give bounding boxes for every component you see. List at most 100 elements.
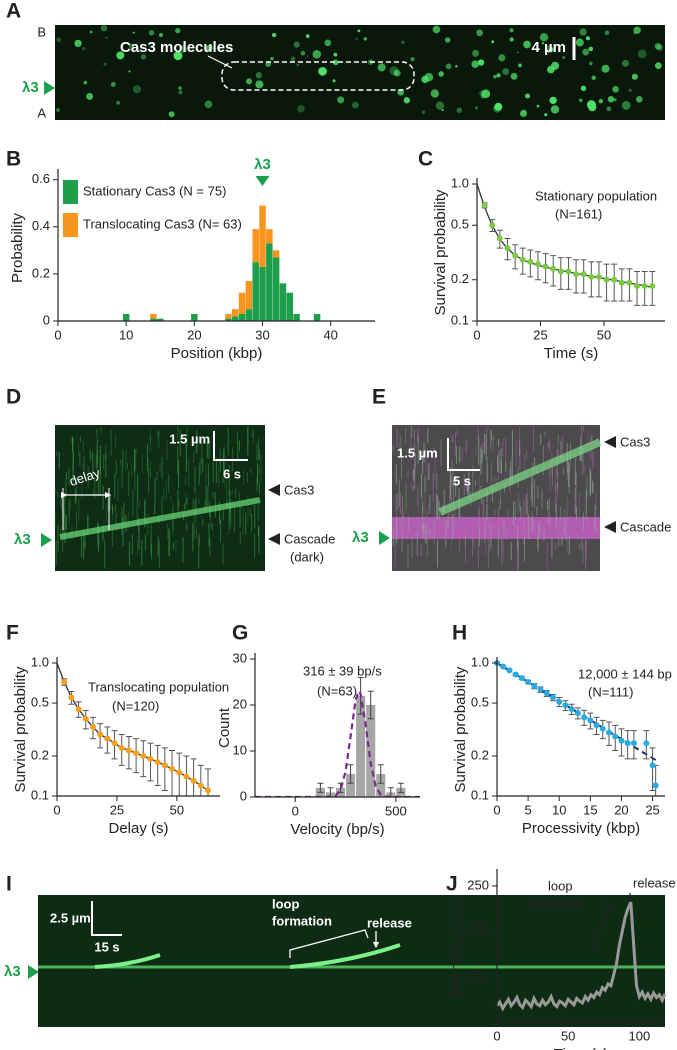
- error-bar: [377, 764, 384, 784]
- cascade-note: (dark): [290, 549, 324, 564]
- point: [587, 717, 594, 724]
- scale-bar: [213, 431, 248, 461]
- point: [634, 283, 641, 290]
- point: [89, 724, 96, 731]
- plot-area: [476, 183, 656, 306]
- microscopy-image: [55, 24, 665, 120]
- error-bar: [397, 782, 404, 793]
- point: [97, 731, 104, 738]
- point: [500, 663, 507, 670]
- point: [626, 279, 633, 286]
- point: [68, 694, 75, 701]
- point: [612, 733, 619, 740]
- point: [550, 694, 556, 701]
- point: [624, 740, 631, 747]
- point: [537, 686, 544, 693]
- point: [649, 762, 656, 769]
- point: [588, 273, 595, 280]
- time-bar-label: 6 s: [223, 466, 241, 481]
- error-bar: [649, 747, 656, 791]
- x-tick-label: 25: [110, 802, 124, 817]
- bar: [376, 774, 386, 797]
- point: [562, 702, 569, 709]
- bar: [272, 257, 280, 321]
- y-axis-label: Survival probability: [432, 189, 449, 315]
- annotation: (N=161): [555, 206, 602, 221]
- point: [641, 283, 648, 290]
- annotation: 12,000 ± 144 bp: [578, 666, 672, 681]
- scale-bar-label: 2.5 µm: [50, 910, 91, 925]
- panel-label: A: [6, 0, 21, 23]
- point: [595, 273, 602, 280]
- fit-line: [56, 662, 209, 792]
- lambda-marker: [379, 531, 390, 545]
- error-bar: [190, 758, 197, 796]
- time-bar-label: 15 s: [94, 939, 119, 954]
- bar: [279, 283, 287, 321]
- lambda-marker: [41, 533, 52, 547]
- trace: [495, 901, 667, 1012]
- kymograph: [38, 895, 665, 1027]
- point: [169, 765, 176, 772]
- annotation: (N=120): [112, 698, 159, 713]
- point: [649, 283, 656, 290]
- point: [565, 268, 572, 275]
- panel-label: C: [418, 148, 433, 171]
- x-tick-label: 50: [170, 802, 184, 817]
- bar: [150, 313, 157, 319]
- x-tick-label: 50: [597, 327, 611, 342]
- point: [580, 271, 587, 278]
- x-tick-label: 25: [645, 802, 659, 817]
- annotation: (N=63): [317, 683, 357, 698]
- point: [618, 737, 625, 744]
- point: [643, 740, 650, 747]
- point: [593, 722, 600, 729]
- point: [519, 256, 526, 263]
- point: [75, 706, 82, 713]
- x-tick-label: 50: [561, 1028, 575, 1043]
- kymograph: [54, 425, 265, 571]
- annotation: Translocating population: [88, 679, 229, 694]
- y-tick-label: 0.2: [451, 271, 469, 286]
- point: [512, 671, 519, 678]
- point: [489, 222, 496, 229]
- bar: [259, 266, 266, 321]
- panel-label: F: [6, 622, 19, 645]
- x-tick-label: 10: [552, 802, 566, 817]
- end-label: A: [37, 105, 46, 120]
- bar: [346, 774, 356, 797]
- lambda-marker: [28, 965, 39, 979]
- y-tick-label: 0: [240, 788, 247, 803]
- point: [504, 245, 511, 252]
- x-axis-label: Delay (s): [108, 820, 168, 837]
- bar: [252, 262, 259, 321]
- y-tick-label: 0.4: [32, 218, 50, 233]
- y-tick-label: 0.5: [451, 217, 469, 232]
- y-tick-label: 10: [233, 742, 247, 757]
- y-tick-label: 150: [467, 968, 489, 983]
- bar: [122, 313, 130, 321]
- point: [205, 787, 212, 794]
- x-axis-label: Time (s): [554, 1046, 608, 1050]
- y-tick-label: 0.6: [32, 171, 50, 186]
- cas3-label: Cas3: [284, 482, 314, 497]
- x-tick-label: 0: [493, 1028, 500, 1043]
- bar: [293, 313, 300, 321]
- y-tick-label: 200: [467, 923, 489, 938]
- point: [543, 690, 550, 697]
- y-tick-label: 0.2: [31, 747, 49, 762]
- error-bar: [147, 742, 154, 782]
- y-tick-label: 1.0: [451, 175, 469, 190]
- y-axis-label: Survival probability: [452, 666, 469, 792]
- point: [518, 675, 525, 682]
- point: [512, 252, 519, 259]
- point: [527, 258, 534, 265]
- point: [197, 782, 204, 789]
- x-tick-label: 25: [533, 327, 547, 342]
- point: [611, 276, 618, 283]
- annotation: formation: [528, 895, 582, 910]
- loop-label: formation: [272, 913, 332, 928]
- error-bar: [169, 749, 176, 796]
- y-tick-label: 0.1: [451, 312, 469, 327]
- point: [104, 735, 111, 742]
